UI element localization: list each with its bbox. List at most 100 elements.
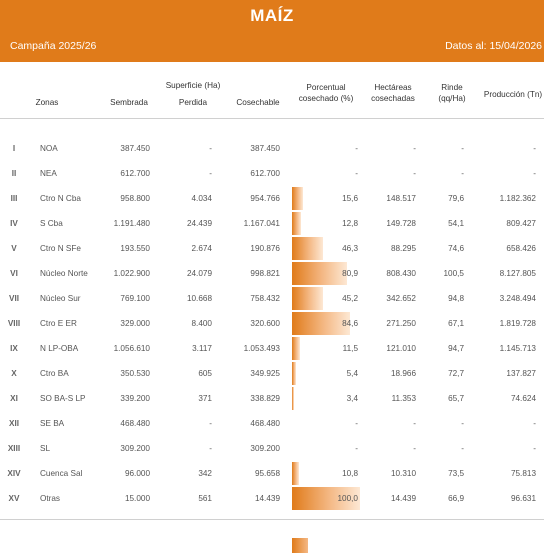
perdida-value: - — [209, 144, 212, 153]
rinde-value: - — [461, 419, 464, 428]
cosechable-value: 320.600 — [250, 319, 280, 328]
col-header-produccion: Producción (Tn) — [483, 90, 543, 99]
rinde-value: 79,6 — [448, 194, 464, 203]
perdida-value: 342 — [198, 469, 212, 478]
hectareas-value: 121.010 — [386, 344, 416, 353]
porcentual-value: 100,0 — [337, 494, 359, 503]
rinde-value: 54,1 — [448, 219, 464, 228]
table-row: XIV Cuenca Sal 96.000 342 95.658 10,8 10.310 73… — [0, 461, 544, 486]
cosechable-value: 758.432 — [250, 294, 280, 303]
sembrada-value: 193.550 — [120, 244, 150, 253]
perdida-value: - — [209, 169, 212, 178]
legend-swatch — [292, 538, 308, 553]
table-row: XIII SL 309.200 - 309.200 - - - - — [0, 436, 544, 461]
sembrada-value: 468.480 — [120, 419, 150, 428]
table-row: VI Núcleo Norte 1.022.900 24.079 998.821 80,9… — [0, 261, 544, 286]
zone-name: SE BA — [40, 419, 65, 428]
cosechable-value: 468.480 — [250, 419, 280, 428]
sembrada-value: 387.450 — [120, 144, 150, 153]
rinde-value: - — [461, 144, 464, 153]
table-row: XV Otras 15.000 561 14.439 100,0 14.439 66,9 96.… — [0, 486, 544, 511]
cosechable-value: 95.658 — [254, 469, 280, 478]
zone-name: Cuenca Sal — [40, 469, 83, 478]
cosechable-value: 1.053.493 — [243, 344, 280, 353]
perdida-value: 24.079 — [186, 269, 212, 278]
row-number: VII — [8, 294, 19, 303]
rinde-value: 73,5 — [448, 469, 464, 478]
page-title: MAÍZ — [250, 6, 294, 25]
row-number: IX — [10, 344, 18, 353]
zone-name: SL — [40, 444, 51, 453]
rinde-value: 72,7 — [448, 369, 464, 378]
hectareas-value: 342.652 — [386, 294, 416, 303]
zone-name: Ctro N Cba — [40, 194, 81, 203]
rinde-value: 94,7 — [448, 344, 464, 353]
cosechable-value: 309.200 — [250, 444, 280, 453]
harvest-progress-bar — [292, 187, 303, 210]
zone-name: Núcleo Sur — [40, 294, 81, 303]
row-number: X — [11, 369, 17, 378]
col-header-superficie: Superficie (Ha) — [165, 81, 221, 90]
porcentual-value: 46,3 — [342, 244, 358, 253]
perdida-value: 3.117 — [192, 344, 212, 353]
rinde-value: 100,5 — [443, 269, 465, 278]
row-number: I — [12, 144, 16, 153]
harvest-progress-bar — [292, 337, 300, 360]
col-header-hectareas: Hectáreas cosechadas — [371, 83, 415, 103]
produccion-value: 8.127.805 — [499, 269, 536, 278]
sembrada-value: 339.200 — [120, 394, 150, 403]
perdida-value: - — [209, 444, 212, 453]
sembrada-value: 96.000 — [124, 469, 150, 478]
table-row: VIII Ctro E ER 329.000 8.400 320.600 84,6 271.… — [0, 311, 544, 336]
hectareas-value: 149.728 — [386, 219, 416, 228]
rinde-value: 65,7 — [448, 394, 464, 403]
rinde-value: 94,8 — [448, 294, 464, 303]
cosechable-value: 387.450 — [250, 144, 280, 153]
porcentual-value: - — [355, 444, 358, 453]
rinde-value: 74,6 — [448, 244, 464, 253]
sembrada-value: 612.700 — [120, 169, 150, 178]
cosechable-value: 14.439 — [254, 494, 280, 503]
produccion-value: 74.624 — [510, 394, 536, 403]
sembrada-value: 309.200 — [120, 444, 150, 453]
row-number: V — [11, 244, 17, 253]
hectareas-value: - — [413, 419, 416, 428]
produccion-value: 1.182.362 — [499, 194, 536, 203]
produccion-value: - — [533, 419, 536, 428]
porcentual-value: 15,6 — [342, 194, 358, 203]
porcentual-value: 11,5 — [342, 344, 358, 353]
perdida-value: 561 — [198, 494, 212, 503]
perdida-value: 2.674 — [191, 244, 213, 253]
hectareas-value: 148.517 — [386, 194, 416, 203]
harvest-progress-bar — [292, 212, 301, 235]
zone-name: Núcleo Norte — [40, 269, 88, 278]
campaign-label: Campaña 2025/26 — [10, 40, 97, 52]
perdida-value: 10.668 — [186, 294, 212, 303]
table-row: XII SE BA 468.480 - 468.480 - - - - — [0, 411, 544, 436]
produccion-value: - — [533, 444, 536, 453]
produccion-value: 96.631 — [510, 494, 536, 503]
sembrada-value: 1.022.900 — [113, 269, 150, 278]
table-row: IV S Cba 1.191.480 24.439 1.167.041 12,8 149.7… — [0, 211, 544, 236]
col-header-cosechable: Cosechable — [236, 98, 280, 107]
rinde-value: - — [461, 444, 464, 453]
perdida-value: 371 — [198, 394, 212, 403]
col-header-sembrada: Sembrada — [110, 98, 148, 107]
cosechable-value: 349.925 — [250, 369, 280, 378]
header-divider — [0, 118, 544, 119]
sembrada-value: 958.800 — [120, 194, 150, 203]
produccion-value: 1.145.713 — [499, 344, 536, 353]
perdida-value: 8.400 — [191, 319, 213, 328]
table-row: VII Núcleo Sur 769.100 10.668 758.432 45,2 342… — [0, 286, 544, 311]
harvest-progress-bar — [292, 362, 296, 385]
table-row: X Ctro BA 350.530 605 349.925 5,4 18.966 72,7 13… — [0, 361, 544, 386]
cosechable-value: 998.821 — [250, 269, 280, 278]
cosechable-value: 1.167.041 — [243, 219, 280, 228]
zone-name: S Cba — [40, 219, 63, 228]
sembrada-value: 769.100 — [120, 294, 150, 303]
row-number: III — [10, 194, 18, 203]
col-header-zonas: Zonas — [35, 98, 59, 107]
produccion-value: 658.426 — [506, 244, 536, 253]
zone-name: Ctro E ER — [40, 319, 77, 328]
zone-name: N LP-OBA — [40, 344, 79, 353]
